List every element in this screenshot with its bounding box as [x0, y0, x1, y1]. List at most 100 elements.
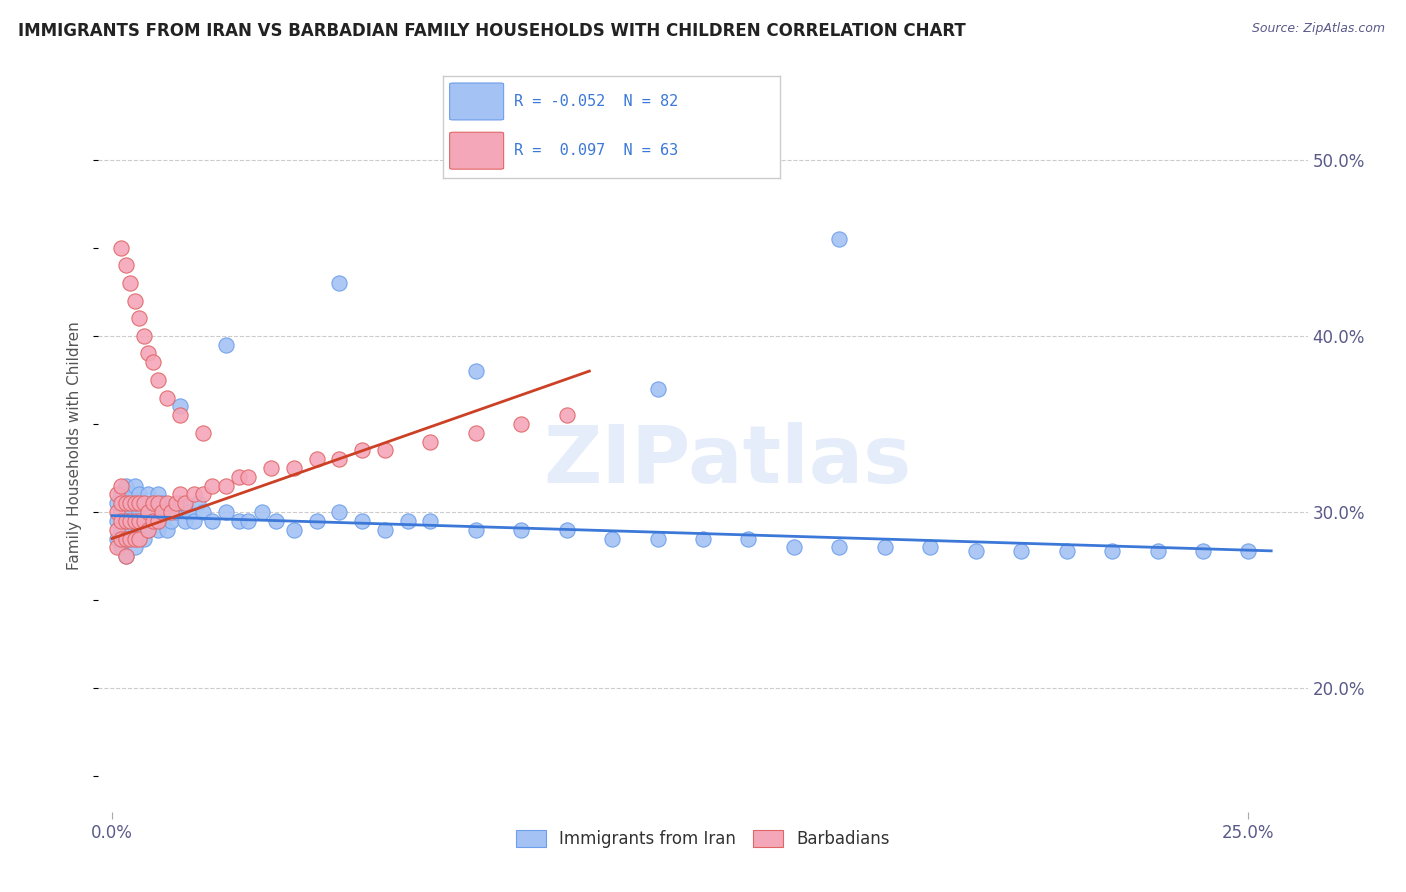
Legend: Immigrants from Iran, Barbadians: Immigrants from Iran, Barbadians — [509, 823, 897, 855]
Point — [160, 514, 183, 528]
Point — [114, 478, 136, 492]
FancyBboxPatch shape — [450, 83, 503, 120]
Point — [169, 408, 191, 422]
Point — [138, 487, 160, 501]
Point — [114, 549, 136, 563]
Point — [110, 496, 132, 510]
Point — [128, 505, 150, 519]
Point — [179, 505, 201, 519]
Point — [105, 523, 128, 537]
Point — [191, 425, 214, 440]
Point — [165, 505, 187, 519]
Point — [873, 541, 896, 555]
Point — [228, 470, 250, 484]
Point — [114, 549, 136, 563]
Point — [647, 382, 669, 396]
Point — [120, 487, 142, 501]
Y-axis label: Family Households with Children: Family Households with Children — [67, 322, 83, 570]
Point — [215, 505, 238, 519]
Point — [114, 496, 136, 510]
Point — [464, 425, 486, 440]
Point — [250, 505, 273, 519]
Point — [169, 496, 191, 510]
Point — [124, 541, 146, 555]
Point — [124, 496, 146, 510]
Point — [464, 364, 486, 378]
Point — [120, 532, 142, 546]
Point — [146, 514, 169, 528]
Point — [374, 443, 396, 458]
Point — [142, 355, 165, 369]
Point — [692, 532, 714, 546]
Point — [215, 478, 238, 492]
Point — [124, 532, 146, 546]
Point — [138, 505, 160, 519]
Point — [173, 496, 195, 510]
Point — [305, 514, 328, 528]
Point — [138, 523, 160, 537]
Point — [510, 523, 533, 537]
Point — [828, 232, 851, 246]
Point — [555, 523, 578, 537]
Point — [142, 496, 165, 510]
Point — [352, 443, 374, 458]
Point — [150, 514, 173, 528]
Point — [132, 514, 155, 528]
Point — [105, 514, 128, 528]
Point — [124, 514, 146, 528]
Point — [283, 523, 305, 537]
Point — [128, 523, 150, 537]
Point — [165, 496, 187, 510]
Point — [191, 487, 214, 501]
Text: Source: ZipAtlas.com: Source: ZipAtlas.com — [1251, 22, 1385, 36]
Point — [419, 434, 441, 449]
Point — [169, 400, 191, 414]
Point — [647, 532, 669, 546]
Point — [146, 373, 169, 387]
Point — [160, 505, 183, 519]
Point — [150, 505, 173, 519]
Point — [114, 532, 136, 546]
Point — [105, 487, 128, 501]
Point — [114, 258, 136, 272]
Point — [114, 514, 136, 528]
Point — [396, 514, 419, 528]
Point — [305, 452, 328, 467]
Point — [138, 523, 160, 537]
Text: ZIPatlas: ZIPatlas — [543, 422, 911, 500]
Point — [110, 532, 132, 546]
Point — [555, 408, 578, 422]
Point — [464, 523, 486, 537]
Point — [110, 241, 132, 255]
Point — [183, 487, 205, 501]
Point — [187, 496, 209, 510]
Point — [110, 478, 132, 492]
Point — [146, 487, 169, 501]
Point — [155, 391, 177, 405]
Point — [328, 505, 350, 519]
Point — [124, 496, 146, 510]
Point — [1237, 544, 1260, 558]
Point — [128, 311, 150, 326]
Point — [374, 523, 396, 537]
Point — [155, 496, 177, 510]
Point — [138, 346, 160, 360]
Point — [132, 532, 155, 546]
Point — [1010, 544, 1032, 558]
Point — [600, 532, 623, 546]
Point — [114, 496, 136, 510]
Point — [169, 487, 191, 501]
Point — [120, 505, 142, 519]
Point — [105, 541, 128, 555]
Point — [142, 514, 165, 528]
Point — [110, 514, 132, 528]
Point — [142, 496, 165, 510]
Point — [110, 523, 132, 537]
Point — [128, 514, 150, 528]
Point — [264, 514, 287, 528]
Point — [920, 541, 942, 555]
Point — [328, 452, 350, 467]
Point — [419, 514, 441, 528]
Point — [352, 514, 374, 528]
Point — [124, 293, 146, 308]
